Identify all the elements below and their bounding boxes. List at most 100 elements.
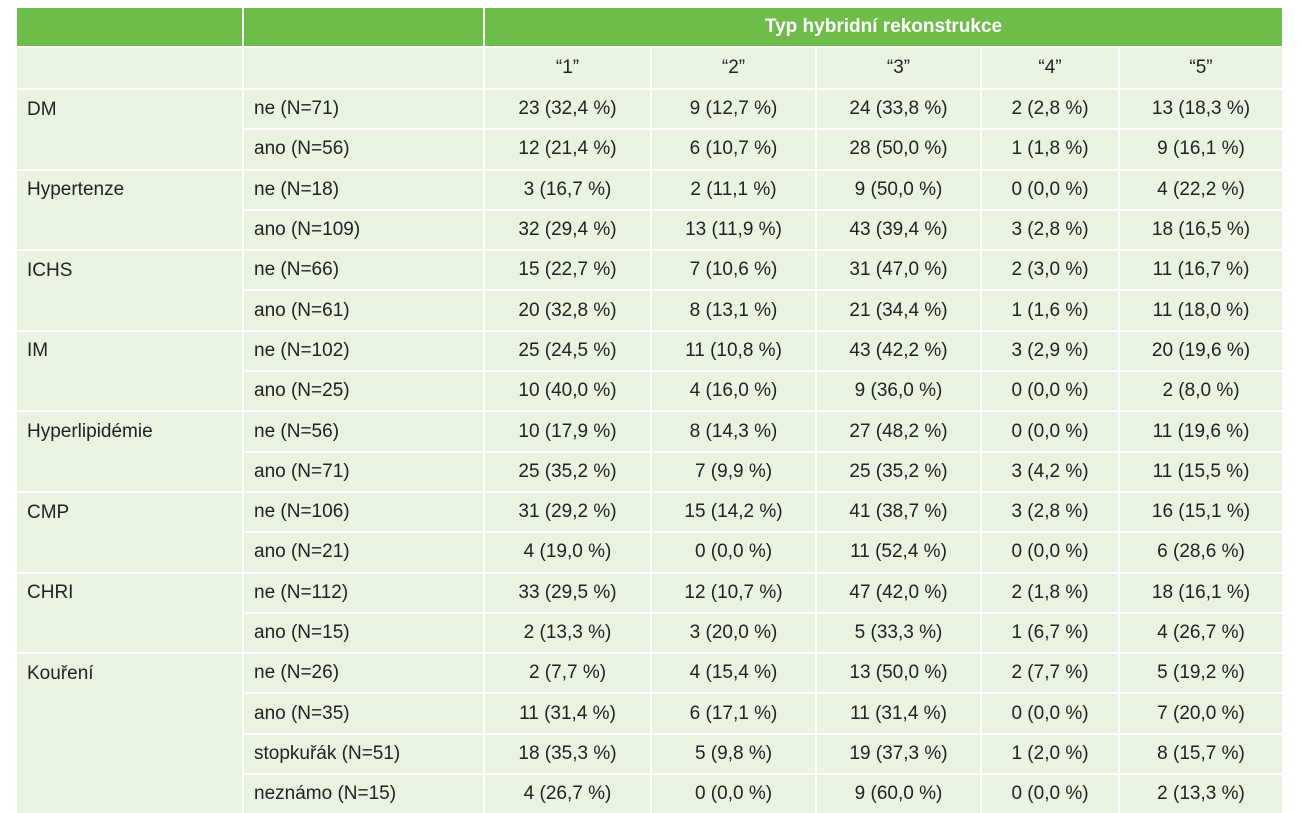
value-cell: 4 (26,7 %) <box>1118 611 1282 654</box>
value-cell: 28 (50,0 %) <box>815 128 981 170</box>
value-cell: 4 (16,0 %) <box>650 370 816 412</box>
value-cell: 27 (48,2 %) <box>815 410 981 452</box>
table-row: CMP ne (N=106) 31 (29,2 %) 15 (14,2 %) 41 (3… <box>17 490 1282 533</box>
column-label: “4” <box>980 46 1119 89</box>
value-cell: 6 (17,1 %) <box>650 692 816 734</box>
value-cell: 4 (19,0 %) <box>483 531 651 573</box>
value-cell: 2 (1,8 %) <box>980 571 1119 613</box>
table-row: ano (N=71) 25 (35,2 %) 7 (9,9 %) 25 (35,2 %… <box>17 450 1282 492</box>
category-label: IM <box>17 329 243 372</box>
value-cell: 19 (37,3 %) <box>815 732 981 775</box>
value-cell: 11 (31,4 %) <box>483 692 651 734</box>
category-empty <box>17 209 243 251</box>
value-cell: 1 (6,7 %) <box>980 611 1119 654</box>
value-cell: 9 (50,0 %) <box>815 168 981 210</box>
value-cell: 3 (4,2 %) <box>980 450 1119 492</box>
table-row: Hypertenze ne (N=18) 3 (16,7 %) 2 (11,1 %) 9… <box>17 168 1282 210</box>
value-cell: 10 (17,9 %) <box>483 410 651 452</box>
value-cell: 3 (16,7 %) <box>483 168 651 210</box>
value-cell: 20 (32,8 %) <box>483 289 651 331</box>
value-cell: 16 (15,1 %) <box>1118 490 1282 533</box>
data-table: Typ hybridní rekonstrukce “1” “2” “3” “4… <box>17 8 1282 813</box>
column-label-empty <box>242 46 484 89</box>
value-cell: 9 (16,1 %) <box>1118 128 1282 170</box>
value-cell: 31 (29,2 %) <box>483 490 651 533</box>
value-cell: 5 (19,2 %) <box>1118 652 1282 694</box>
table-row: ano (N=21) 4 (19,0 %) 0 (0,0 %) 11 (52,4 %)… <box>17 531 1282 573</box>
value-cell: 0 (0,0 %) <box>980 773 1119 813</box>
table-row: Hyperlipidémie ne (N=56) 10 (17,9 %) 8 (14,… <box>17 410 1282 452</box>
category-empty <box>17 774 243 813</box>
subgroup-label: ne (N=106) <box>242 490 484 533</box>
value-cell: 13 (18,3 %) <box>1118 87 1282 130</box>
value-cell: 0 (0,0 %) <box>980 410 1119 452</box>
category-empty <box>17 451 243 492</box>
value-cell: 0 (0,0 %) <box>980 168 1119 210</box>
subgroup-label: ne (N=102) <box>242 329 484 372</box>
value-cell: 47 (42,0 %) <box>815 571 981 613</box>
table-header-row: Typ hybridní rekonstrukce <box>17 8 1282 47</box>
header-empty-cell <box>242 8 484 47</box>
category-label: CMP <box>17 490 243 533</box>
value-cell: 33 (29,5 %) <box>483 571 651 613</box>
value-cell: 25 (24,5 %) <box>483 329 651 372</box>
value-cell: 0 (0,0 %) <box>650 773 816 813</box>
value-cell: 5 (33,3 %) <box>815 611 981 654</box>
subgroup-label: ne (N=71) <box>242 87 484 130</box>
column-label: “2” <box>650 46 816 89</box>
table-row: ano (N=109) 32 (29,4 %) 13 (11,9 %) 43 (39,… <box>17 208 1282 251</box>
value-cell: 11 (31,4 %) <box>815 692 981 734</box>
value-cell: 7 (9,9 %) <box>650 450 816 492</box>
category-empty <box>17 371 243 412</box>
table-row: CHRI ne (N=112) 33 (29,5 %) 12 (10,7 %) 47 (… <box>17 571 1282 613</box>
table-row: ano (N=56) 12 (21,4 %) 6 (10,7 %) 28 (50,0 … <box>17 128 1282 170</box>
subgroup-label: ne (N=66) <box>242 249 484 291</box>
value-cell: 21 (34,4 %) <box>815 289 981 331</box>
table-row: DM ne (N=71) 23 (32,4 %) 9 (12,7 %) 24 (33,8… <box>17 87 1282 130</box>
value-cell: 2 (13,3 %) <box>483 611 651 654</box>
value-cell: 11 (15,5 %) <box>1118 450 1282 492</box>
value-cell: 2 (7,7 %) <box>483 652 651 694</box>
value-cell: 2 (2,8 %) <box>980 87 1119 130</box>
category-label: ICHS <box>17 249 243 291</box>
category-empty <box>17 733 243 775</box>
category-empty <box>17 290 243 331</box>
value-cell: 1 (1,6 %) <box>980 289 1119 331</box>
value-cell: 4 (26,7 %) <box>483 773 651 813</box>
category-label: Hyperlipidémie <box>17 410 243 452</box>
value-cell: 3 (20,0 %) <box>650 611 816 654</box>
category-label: Kouření <box>17 652 243 694</box>
column-labels-row: “1” “2” “3” “4” “5” <box>17 46 1282 89</box>
value-cell: 9 (60,0 %) <box>815 773 981 813</box>
value-cell: 2 (7,7 %) <box>980 652 1119 694</box>
subgroup-label: ano (N=35) <box>242 692 484 734</box>
value-cell: 12 (21,4 %) <box>483 128 651 170</box>
value-cell: 13 (11,9 %) <box>650 208 816 251</box>
value-cell: 13 (50,0 %) <box>815 652 981 694</box>
value-cell: 18 (16,5 %) <box>1118 208 1282 251</box>
table-row: ICHS ne (N=66) 15 (22,7 %) 7 (10,6 %) 31 (47… <box>17 249 1282 291</box>
subgroup-label: neznámo (N=15) <box>242 773 484 813</box>
value-cell: 9 (36,0 %) <box>815 370 981 412</box>
value-cell: 11 (16,7 %) <box>1118 249 1282 291</box>
value-cell: 25 (35,2 %) <box>815 450 981 492</box>
value-cell: 15 (22,7 %) <box>483 249 651 291</box>
value-cell: 23 (32,4 %) <box>483 87 651 130</box>
subgroup-label: ne (N=26) <box>242 652 484 694</box>
value-cell: 18 (35,3 %) <box>483 732 651 775</box>
table-row: stopkuřák (N=51) 18 (35,3 %) 5 (9,8 %) 19 (… <box>17 732 1282 775</box>
column-label: “1” <box>483 46 651 89</box>
value-cell: 0 (0,0 %) <box>980 692 1119 734</box>
value-cell: 8 (15,7 %) <box>1118 732 1282 775</box>
value-cell: 25 (35,2 %) <box>483 450 651 492</box>
category-empty <box>17 693 243 734</box>
table-row: ano (N=15) 2 (13,3 %) 3 (20,0 %) 5 (33,3 %)… <box>17 611 1282 654</box>
value-cell: 41 (38,7 %) <box>815 490 981 533</box>
value-cell: 15 (14,2 %) <box>650 490 816 533</box>
subgroup-label: ano (N=71) <box>242 450 484 492</box>
subgroup-label: ano (N=109) <box>242 208 484 251</box>
value-cell: 20 (19,6 %) <box>1118 329 1282 372</box>
value-cell: 0 (0,0 %) <box>980 370 1119 412</box>
value-cell: 12 (10,7 %) <box>650 571 816 613</box>
category-label: DM <box>17 87 243 130</box>
